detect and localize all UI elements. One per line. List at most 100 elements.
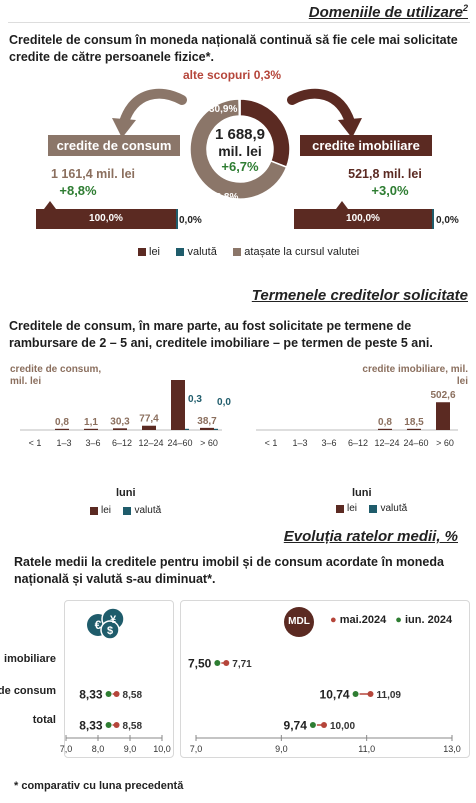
consumer-amount: 1 161,4 mil. lei [50,167,136,181]
terms-legend-lei-2: lei [336,503,357,514]
mdl-rate-label-jun-2: 9,74 [284,719,308,733]
usage-lead-mark: *. [205,50,214,64]
donut-slice-label-mortgage: 30,9% [209,104,238,115]
consumer-tick-label-3: 6–12 [112,438,132,448]
other-purposes-label: alte scopuri 0,3% [183,68,282,82]
consumer-bar-valuta-5 [185,428,189,430]
consumer-terms-legend: lei valută [90,502,173,520]
currency-coins-icon: € ¥ $ [86,606,126,640]
terms-legend-lei-text-1: lei [101,505,112,517]
consumer-bar-valuta-6 [214,428,218,430]
mortgage-bar-lei-5 [407,428,421,430]
legend-jun-dot: ● [395,614,402,626]
footnote-marker: 2 [462,3,468,13]
terms-lead-text: Creditele de consum, în mare parte, au f… [9,319,433,350]
donut-slice-label-consumer: 68,8% [210,192,239,203]
legend-lei: lei [138,246,160,258]
section-title-usage: Domeniile de utilizare2 [309,3,468,21]
rates-dot-charts: 7,0 8,0 9,0 10,0 8,58 8,33 8,58 8,33 7,0 9,0 11,0 1… [60,657,461,755]
terms-legend-lei-text-2: lei [347,503,358,515]
mortgage-share-bar-lei: 100,0% [294,209,432,229]
rate-row-label-total: total [32,714,56,726]
consumer-bar-lei-6 [200,427,214,430]
mdl-rate-dot-jun-1 [352,691,359,697]
mortgage-data-label-lei-6: 502,6 [430,390,455,401]
terms-legend-valuta-2: valută [369,503,407,514]
valuta-rates-tick-label-3: 10,0 [153,744,171,754]
consumer-data-label-lei-2: 1,1 [84,417,98,428]
section-title-usage-text: Domeniile de utilizare [308,4,463,21]
usage-legend: lei valută atașate la cursul valutei [138,243,371,261]
mdl-rate-label-jun-0: 7,50 [188,657,212,671]
mortgage-change: +3,0% [371,183,409,198]
valuta-rate-label-may-2: 8,58 [123,721,143,732]
valuta-rate-dot-jun-2 [105,722,112,728]
consumer-data-label-valuta-6: 0,0 [217,397,231,408]
footnote: * comparativ cu luna precedentă [14,780,184,792]
legend-atasate-text: atașate la cursul valutei [244,245,360,258]
mortgage-tick-label-3: 6–12 [348,438,368,448]
consumer-data-label-lei-1: 0,8 [55,417,69,428]
consumer-tick-label-0: < 1 [29,438,42,448]
consumer-bar-lei-4 [142,425,156,430]
mortgage-tick-label-2: 3–6 [321,438,336,448]
terms-legend-lei-1: lei [90,505,111,516]
consumer-tick-label-1: 1–3 [56,438,71,448]
valuta-rate-dot-jun-1 [105,691,112,697]
valuta-rate-dot-may-1 [113,691,120,697]
consumer-bar-lei-5 [171,380,185,430]
rate-row-label-consumer: de consum [0,685,56,697]
mortgage-bar-lei-4 [378,428,392,430]
mdl-rates-tick-label-1: 9,0 [275,744,288,754]
legend-swatch-atasate [233,247,242,256]
consumer-credit-label: credite de consum [48,135,180,156]
mortgage-terms-xlabel: luni [352,487,372,499]
valuta-rates-panel [64,600,174,758]
consumer-data-label-lei-3: 30,3 [110,416,130,427]
rate-row-label-mortgage: imobiliare [4,653,56,665]
terms-legend-swatch-lei-1 [90,506,98,515]
svg-text:¥: ¥ [110,614,117,626]
consumer-share-bar-valuta [176,209,178,229]
consumer-pointer [44,201,56,209]
legend-atasate: atașate la cursul valutei [233,246,359,258]
legend-swatch-lei [138,247,146,256]
mdl-rate-dot-may-0 [223,660,230,666]
mortgage-data-label-lei-5: 18,5 [404,417,424,428]
mdl-rate-label-may-0: 7,71 [232,659,252,670]
mdl-rate-dot-may-2 [321,722,327,728]
mdl-rates-tick-label-3: 13,0 [443,744,461,754]
valuta-rate-label-jun-1: 8,33 [79,688,103,702]
donut-total-unit: mil. lei [218,143,262,159]
consumer-data-label-valuta-5: 0,3 [188,394,202,405]
consumer-valuta-share: 0,0% [179,215,202,226]
mdl-rates-panel [180,600,470,758]
mdl-rates-tick-label-2: 11,0 [358,744,375,754]
mortgage-bar-lei-6 [436,402,450,430]
legend-may-text: mai.2024 [339,614,387,626]
terms-legend-valuta-1: valută [123,505,161,516]
mortgage-pointer [336,201,348,209]
consumer-terms-chart-title: credite de consum, mil. lei [10,364,102,387]
legend-valuta: valută [176,246,217,258]
mdl-rate-label-may-2: 10,00 [330,721,355,732]
valuta-rates-tick-label-2: 9,0 [124,744,137,754]
valuta-rate-dot-may-2 [113,722,120,728]
usage-lead-text: Creditele de consum în moneda națională … [9,32,469,66]
mortgage-valuta-share: 0,0% [436,215,459,226]
consumer-data-label-lei-4: 77,4 [139,414,159,425]
mortgage-data-label-lei-4: 0,8 [378,417,392,428]
mortgage-amount: 521,8 mil. lei [348,167,422,181]
mdl-badge-icon: MDL [284,607,314,637]
section-title-rates: Evoluția ratelor medii, % [283,528,458,545]
rates-lead-text: Ratele medii la creditele pentru imobil … [14,555,444,586]
section-title-terms: Termenele creditelor solicitate [251,287,468,304]
mortgage-credit-label: credite imobiliare [300,135,432,156]
consumer-tick-label-6: > 60 [200,438,218,448]
mortgage-tick-label-0: < 1 [265,438,278,448]
mortgage-tick-label-6: > 60 [436,438,454,448]
consumer-bar-lei-2 [84,428,98,430]
donut-slice-other [238,98,241,117]
mortgage-terms-chart-title: credite imobiliare, mil. lei [362,364,468,387]
